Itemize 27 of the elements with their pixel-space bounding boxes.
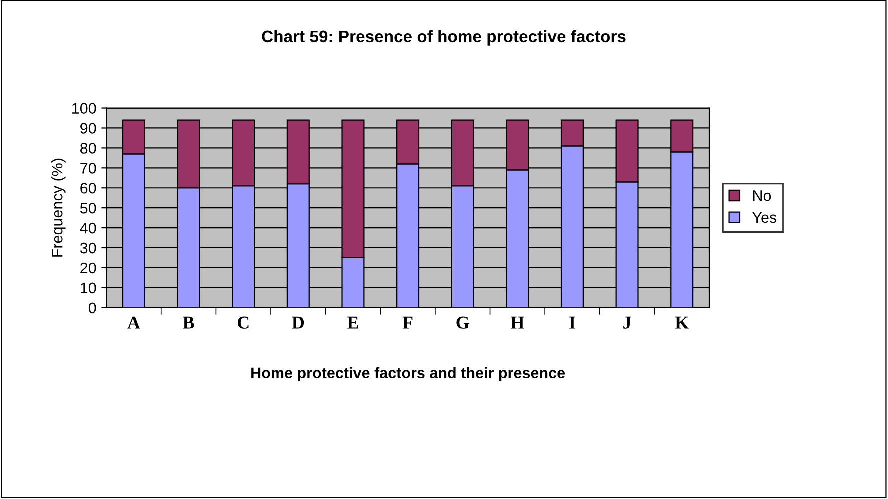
y-tick-label: 80	[80, 143, 96, 154]
y-tick-label: 40	[80, 222, 96, 234]
y-tick-label: 60	[80, 182, 96, 194]
y-tick-label: 100	[72, 103, 96, 114]
x-tick-label: D	[292, 316, 304, 329]
x-tick-label: I	[570, 316, 576, 329]
x-tick-label: B	[183, 316, 194, 329]
x-axis-title: Home protective factors and their presence	[252, 367, 566, 382]
x-tick-label: E	[348, 316, 358, 329]
y-tick-label: 10	[81, 282, 96, 294]
legend-label: No	[753, 190, 772, 202]
x-tick-label: C	[238, 316, 249, 329]
y-tick-label: 20	[80, 262, 96, 274]
y-tick-label: 50	[80, 202, 96, 214]
y-tick-label: 90	[80, 123, 96, 134]
legend-label: Yes	[752, 212, 777, 224]
x-tick-label: A	[128, 316, 140, 329]
x-tick-label: H	[510, 316, 524, 329]
chart-title: Chart 59: Presence of home protective factors	[262, 30, 626, 46]
x-tick-label: K	[675, 316, 689, 329]
y-axis-title: Frequency (%)	[52, 158, 66, 257]
y-tick-label: 0	[88, 302, 96, 314]
x-tick-label: G	[456, 316, 470, 329]
y-tick-label: 70	[80, 163, 96, 174]
y-tick-label: 30	[80, 242, 96, 254]
x-tick-label: F	[402, 316, 413, 329]
x-tick-label: J	[624, 316, 632, 329]
